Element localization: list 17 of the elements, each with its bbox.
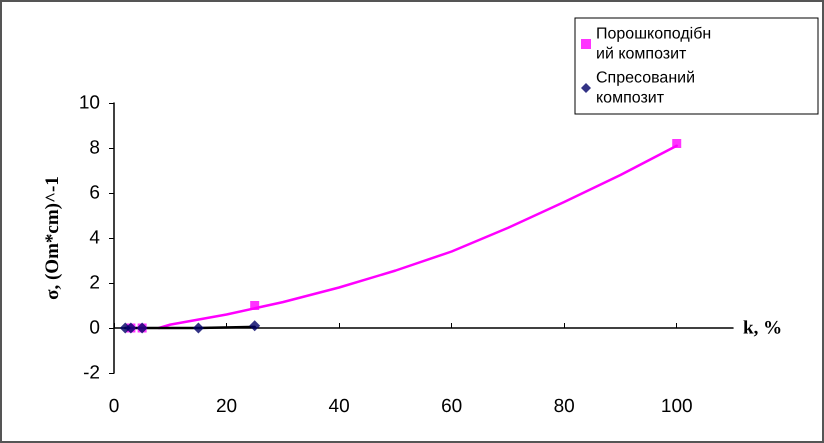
x-tick-label: 0 [108, 396, 120, 417]
x-axis-title: k, % [743, 318, 782, 338]
y-axis-title: σ, (Om*cm)^-1 [42, 176, 63, 300]
y-tick-label: 8 [89, 138, 100, 158]
y-tick-label: 4 [89, 228, 100, 248]
x-tick-label: 100 [660, 396, 693, 417]
y-tick-label: 6 [89, 182, 100, 204]
x-tick-label: 20 [216, 396, 238, 417]
x-tick-label: 80 [554, 396, 575, 417]
y-tick-label: -2 [83, 362, 100, 384]
legend-label: Порошкоподібний композит [596, 26, 712, 62]
y-tick-label: 0 [89, 318, 100, 338]
x-tick-label: 60 [441, 396, 462, 417]
y-tick-label: 2 [89, 272, 100, 294]
x-tick-label: 40 [328, 396, 350, 417]
legend-label: Спресований композит [596, 70, 700, 106]
y-tick-label: 10 [78, 92, 100, 114]
